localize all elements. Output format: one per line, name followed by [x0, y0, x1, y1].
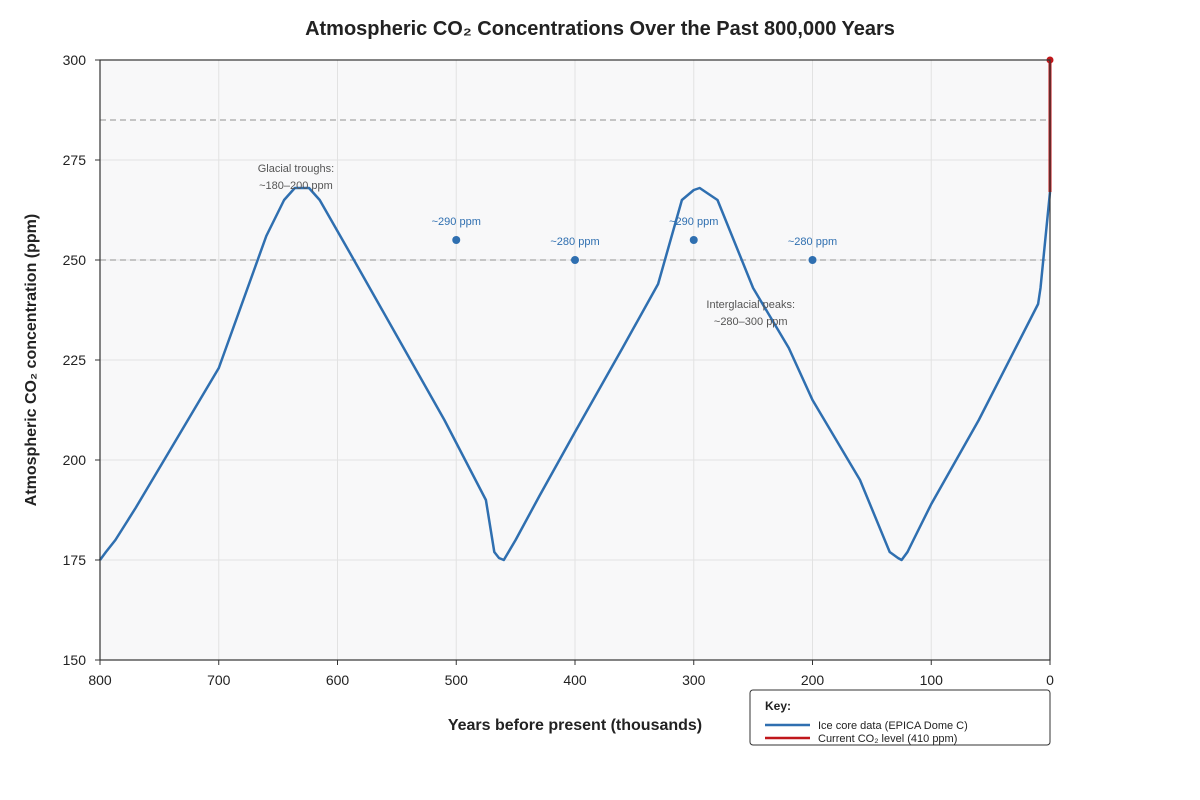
x-axis-label: Years before present (thousands) — [448, 717, 702, 734]
marker-label: ~290 ppm — [432, 216, 481, 228]
x-tick-label: 800 — [88, 672, 112, 688]
legend-box — [749, 689, 1051, 746]
legend-title: Key: — [765, 699, 791, 713]
y-axis-ticks: 150 175 200 225 250 275 300 — [63, 52, 100, 668]
legend: Key: Ice core data (EPICA Dome C) Curren… — [749, 689, 1051, 746]
chart-title: Atmospheric CO₂ Concentrations Over the … — [305, 18, 895, 40]
x-axis-ticks: 800 700 600 500 400 300 200 100 0 — [88, 660, 1054, 688]
marker-label: ~280 ppm — [550, 236, 599, 248]
legend-entry-current: Current CO₂ level (410 ppm) — [818, 733, 957, 745]
x-tick-label: 100 — [920, 672, 944, 688]
x-tick-label: 600 — [326, 672, 350, 688]
y-tick-label: 250 — [63, 252, 87, 268]
y-tick-label: 200 — [63, 452, 87, 468]
x-tick-label: 400 — [563, 672, 587, 688]
x-tick-label: 700 — [207, 672, 231, 688]
annotation-text: Glacial troughs: — [258, 163, 334, 175]
x-tick-label: 300 — [682, 672, 706, 688]
y-tick-label: 225 — [63, 352, 87, 368]
legend-entry-ice-core: Ice core data (EPICA Dome C) — [818, 720, 968, 732]
interglacial-marker — [689, 236, 698, 244]
y-tick-label: 150 — [63, 652, 87, 668]
y-tick-label: 300 — [63, 52, 87, 68]
annotation-text: ~180–200 ppm — [259, 180, 333, 192]
y-tick-label: 175 — [63, 552, 87, 568]
marker-label: ~290 ppm — [669, 216, 718, 228]
annotation-text: ~280–300 ppm — [714, 316, 788, 328]
x-tick-label: 0 — [1046, 672, 1054, 688]
x-tick-label: 500 — [445, 672, 469, 688]
marker-label: ~280 ppm — [788, 236, 837, 248]
y-tick-label: 275 — [63, 152, 87, 168]
marker-layer: ~290 ppm ~280 ppm ~290 ppm ~280 ppm — [432, 56, 1054, 264]
interglacial-marker — [571, 256, 579, 264]
ice-core-series-line — [98, 186, 1052, 562]
note-layer: Glacial troughs: ~180–200 ppm Interglacial… — [258, 163, 795, 328]
interglacial-marker — [452, 236, 461, 244]
x-tick-label: 200 — [801, 672, 825, 688]
annotation-text: Interglacial peaks: — [706, 299, 795, 311]
interglacial-marker — [808, 256, 817, 264]
y-axis-label: Atmospheric CO₂ concentration (ppm) — [23, 214, 40, 506]
